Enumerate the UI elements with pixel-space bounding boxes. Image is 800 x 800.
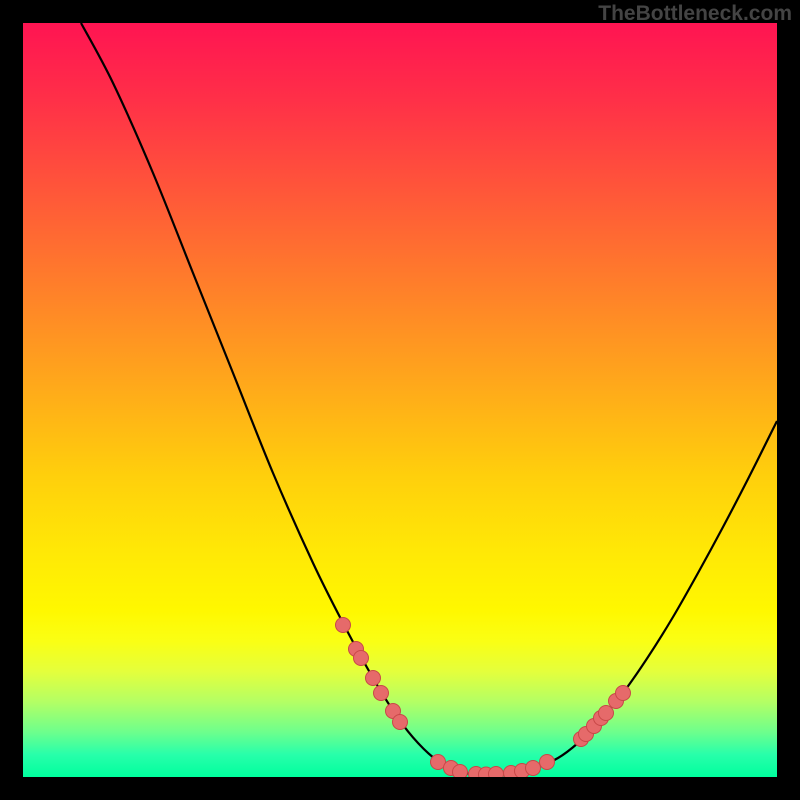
marker-dot bbox=[354, 651, 369, 666]
marker-group bbox=[336, 618, 631, 778]
marker-dot bbox=[336, 618, 351, 633]
plot-area bbox=[23, 23, 777, 777]
bottleneck-curve bbox=[81, 23, 777, 775]
marker-dot bbox=[374, 686, 389, 701]
chart-container: TheBottleneck.com bbox=[0, 0, 800, 800]
curve-layer bbox=[23, 23, 777, 777]
marker-dot bbox=[616, 686, 631, 701]
marker-dot bbox=[366, 671, 381, 686]
marker-dot bbox=[489, 767, 504, 778]
marker-dot bbox=[540, 755, 555, 770]
marker-dot bbox=[393, 715, 408, 730]
marker-dot bbox=[526, 761, 541, 776]
watermark-text: TheBottleneck.com bbox=[598, 2, 792, 26]
marker-dot bbox=[599, 706, 614, 721]
marker-dot bbox=[453, 765, 468, 778]
